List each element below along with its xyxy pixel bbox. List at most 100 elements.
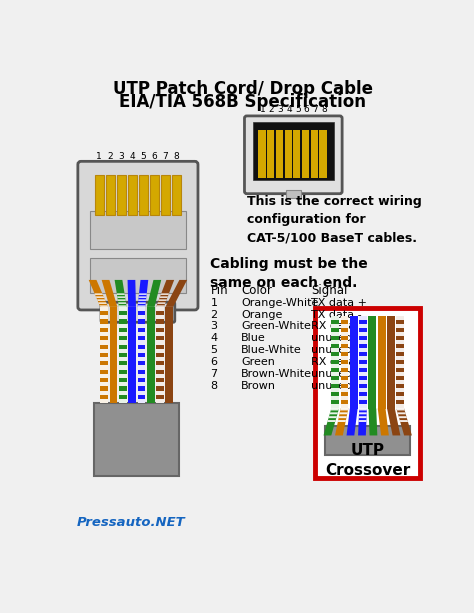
Bar [147,307,155,403]
Bar [156,349,164,353]
Polygon shape [157,302,165,304]
Polygon shape [359,408,367,411]
Polygon shape [137,280,148,307]
Bar [331,389,339,392]
Bar [165,307,173,403]
Bar [396,364,404,368]
Polygon shape [96,297,104,298]
Bar [284,130,292,178]
Text: 8: 8 [321,105,327,115]
Polygon shape [359,416,366,418]
Bar [137,332,145,336]
Bar [119,340,127,345]
Polygon shape [338,420,346,422]
Bar [137,340,145,345]
Bar [119,307,127,311]
Bar [139,175,148,215]
Bar [293,130,301,178]
Polygon shape [396,408,405,411]
Bar [285,190,301,197]
Polygon shape [161,294,169,295]
Bar [100,365,108,370]
Text: Green: Green [241,357,275,367]
Bar [156,374,164,378]
Bar [137,324,145,328]
Bar [331,332,339,336]
Bar [100,307,108,403]
Text: 4: 4 [286,105,292,115]
Bar [156,382,164,386]
Bar [341,332,348,336]
Bar [156,399,164,403]
Bar [100,332,108,336]
Bar [106,175,115,215]
Text: 6: 6 [210,357,218,367]
Bar [359,324,367,328]
Bar [100,382,108,386]
Polygon shape [138,302,146,304]
Polygon shape [147,280,161,307]
Bar [331,316,339,408]
Polygon shape [398,413,406,414]
Bar [331,316,339,320]
Bar [100,374,108,378]
Bar [100,315,108,319]
Bar [359,405,367,408]
Bar [341,340,348,345]
Text: Brown-White: Brown-White [241,369,312,379]
Bar [331,324,339,328]
Bar [359,381,367,384]
Text: unused: unused [311,345,352,356]
FancyBboxPatch shape [101,302,175,322]
Polygon shape [117,294,125,295]
Bar [359,389,367,392]
Text: 2: 2 [210,310,218,319]
Text: RX data -: RX data - [311,357,363,367]
Bar [137,307,145,311]
Bar [109,307,118,403]
Polygon shape [101,280,118,307]
Text: 3: 3 [118,151,124,161]
Polygon shape [138,299,146,301]
Polygon shape [97,299,106,301]
Bar [137,382,145,386]
Polygon shape [324,408,339,435]
Bar [359,340,367,345]
Polygon shape [117,297,125,298]
Bar [396,397,404,400]
Text: Cabling must be the
same on each end.: Cabling must be the same on each end. [210,257,368,291]
Bar [119,365,127,370]
Text: 6: 6 [152,151,157,161]
Text: TX data +: TX data + [311,298,367,308]
Bar [341,356,348,360]
Bar [156,357,164,361]
Polygon shape [400,420,408,422]
Bar [156,390,164,395]
Polygon shape [387,408,401,435]
Text: This is the correct wiring
configuration for
CAT-5/100 BaseT cables.: This is the correct wiring configuration… [247,195,421,244]
Bar [396,405,404,408]
Text: UTP Patch Cord/ Drop Cable: UTP Patch Cord/ Drop Cable [113,80,373,97]
Polygon shape [138,297,146,298]
Polygon shape [359,413,367,414]
Polygon shape [160,297,168,298]
Bar [331,372,339,376]
Bar [359,397,367,400]
Bar [396,316,404,320]
Bar [128,175,137,215]
Text: Brown: Brown [241,381,276,391]
Text: 5: 5 [210,345,218,356]
Bar [331,405,339,408]
Bar [396,389,404,392]
Bar [331,348,339,352]
Bar [137,365,145,370]
Bar [100,390,108,395]
Text: UTP
Crossover: UTP Crossover [325,443,410,478]
Bar [331,340,339,345]
Bar [137,399,145,403]
Polygon shape [156,305,164,307]
Bar [359,348,367,352]
Text: Green-White: Green-White [241,321,311,332]
Bar [156,315,164,319]
Bar [94,403,179,476]
